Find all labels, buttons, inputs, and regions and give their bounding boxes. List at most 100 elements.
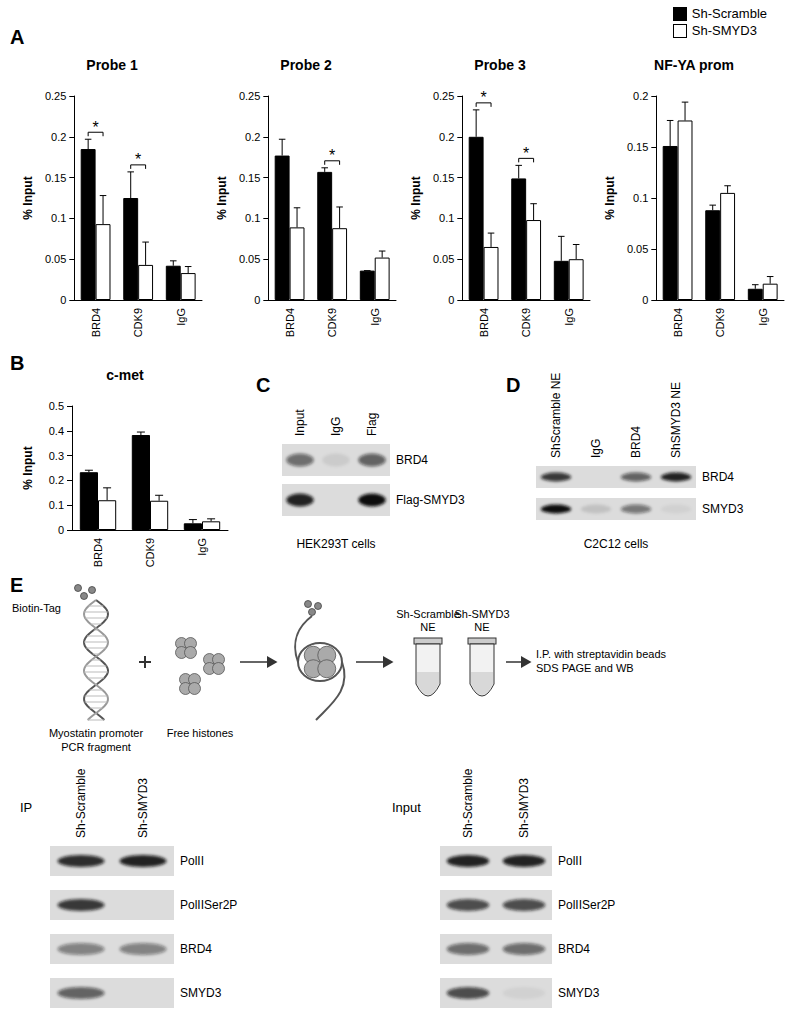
svg-text:0.1: 0.1	[633, 192, 648, 204]
svg-text:0.1: 0.1	[245, 212, 260, 224]
svg-text:Input: Input	[392, 800, 421, 815]
svg-text:IgG: IgG	[757, 308, 769, 326]
svg-text:CDK9: CDK9	[132, 308, 144, 337]
svg-text:BRD4: BRD4	[478, 308, 490, 337]
svg-text:Sh-SMYD3: Sh-SMYD3	[517, 778, 531, 838]
svg-text:0.15: 0.15	[239, 172, 260, 184]
svg-text:% Input: % Input	[409, 176, 423, 219]
svg-text:PolII: PolII	[558, 854, 582, 868]
svg-text:Sh-Scramble: Sh-Scramble	[396, 608, 460, 620]
svg-text:CDK9: CDK9	[144, 538, 156, 567]
svg-text:*: *	[329, 147, 335, 164]
svg-text:B: B	[10, 352, 24, 374]
svg-text:0.15: 0.15	[627, 141, 648, 153]
svg-text:0.1: 0.1	[439, 212, 454, 224]
svg-text:NE: NE	[474, 621, 489, 633]
svg-text:0.15: 0.15	[45, 172, 66, 184]
svg-text:0: 0	[642, 294, 648, 306]
svg-text:PolII: PolII	[180, 854, 204, 868]
svg-text:Biotin-Tag: Biotin-Tag	[12, 602, 61, 614]
svg-text:0.25: 0.25	[45, 90, 66, 102]
svg-text:% Input: % Input	[603, 176, 617, 219]
svg-text:0.2: 0.2	[633, 90, 648, 102]
svg-text:% Input: % Input	[21, 446, 35, 489]
svg-text:PolIISer2P: PolIISer2P	[180, 898, 237, 912]
svg-text:CDK9: CDK9	[326, 308, 338, 337]
svg-text:PCR fragment: PCR fragment	[61, 741, 131, 753]
svg-text:0.25: 0.25	[433, 90, 454, 102]
svg-text:Sh-Scramble: Sh-Scramble	[74, 768, 88, 838]
svg-text:C2C12 cells: C2C12 cells	[584, 537, 649, 551]
svg-text:*: *	[135, 151, 141, 168]
svg-text:c-met: c-met	[106, 367, 144, 383]
svg-text:0.05: 0.05	[433, 253, 454, 265]
svg-text:*: *	[523, 145, 529, 162]
svg-text:BRD4: BRD4	[396, 453, 428, 467]
svg-text:IgG: IgG	[196, 538, 208, 556]
svg-text:BRD4: BRD4	[284, 308, 296, 337]
svg-text:0.15: 0.15	[433, 172, 454, 184]
svg-text:NE: NE	[420, 621, 435, 633]
svg-text:Free histones: Free histones	[167, 727, 234, 739]
svg-text:NF-YA prom: NF-YA prom	[654, 57, 734, 73]
svg-text:IgG: IgG	[563, 308, 575, 326]
svg-text:0: 0	[448, 294, 454, 306]
svg-text:0.4: 0.4	[49, 425, 64, 437]
svg-text:0.1: 0.1	[49, 499, 64, 511]
svg-text:IP: IP	[20, 800, 32, 815]
svg-text:BRD4: BRD4	[92, 538, 104, 567]
svg-text:SDS PAGE and WB: SDS PAGE and WB	[536, 662, 634, 674]
svg-text:CDK9: CDK9	[714, 308, 726, 337]
svg-text:Sh-SMYD3: Sh-SMYD3	[454, 608, 509, 620]
svg-text:BRD4: BRD4	[558, 942, 590, 956]
svg-text:SMYD3: SMYD3	[558, 986, 600, 1000]
svg-text:IgG: IgG	[329, 417, 343, 436]
svg-text:IgG: IgG	[369, 308, 381, 326]
svg-text:*: *	[92, 119, 98, 136]
svg-text:ShScramble NE: ShScramble NE	[549, 373, 563, 458]
svg-text:I.P. with streptavidin beads: I.P. with streptavidin beads	[536, 648, 667, 660]
svg-text:0.2: 0.2	[49, 474, 64, 486]
svg-text:D: D	[506, 374, 520, 396]
svg-text:SMYD3: SMYD3	[180, 986, 222, 1000]
svg-text:0.1: 0.1	[51, 212, 66, 224]
svg-text:ShSMYD3 NE: ShSMYD3 NE	[669, 382, 683, 458]
svg-text:BRD4: BRD4	[672, 308, 684, 337]
svg-text:0: 0	[58, 524, 64, 536]
svg-text:BRD4: BRD4	[180, 942, 212, 956]
svg-text:0.05: 0.05	[45, 253, 66, 265]
svg-text:PolIISer2P: PolIISer2P	[558, 898, 615, 912]
svg-text:CDK9: CDK9	[520, 308, 532, 337]
svg-text:Flag: Flag	[365, 413, 379, 436]
svg-text:% Input: % Input	[21, 176, 35, 219]
svg-text:Myostatin promoter: Myostatin promoter	[49, 727, 143, 739]
svg-text:*: *	[480, 89, 486, 106]
svg-text:0.25: 0.25	[239, 90, 260, 102]
svg-text:BRD4: BRD4	[702, 470, 734, 484]
svg-text:A: A	[10, 26, 24, 48]
svg-text:0: 0	[254, 294, 260, 306]
svg-text:C: C	[256, 374, 270, 396]
svg-text:Probe 1: Probe 1	[86, 57, 138, 73]
svg-text:0.2: 0.2	[51, 131, 66, 143]
svg-text:0.05: 0.05	[239, 253, 260, 265]
svg-text:HEK293T cells: HEK293T cells	[296, 537, 375, 551]
svg-text:0.2: 0.2	[245, 131, 260, 143]
svg-text:Sh-SMYD3: Sh-SMYD3	[136, 778, 150, 838]
svg-text:0.5: 0.5	[49, 400, 64, 412]
svg-text:0.3: 0.3	[49, 450, 64, 462]
svg-text:Probe 3: Probe 3	[474, 57, 526, 73]
svg-text:0.05: 0.05	[627, 243, 648, 255]
svg-text:Sh-Scramble: Sh-Scramble	[461, 768, 475, 838]
svg-text:0: 0	[60, 294, 66, 306]
svg-text:SMYD3: SMYD3	[702, 502, 744, 516]
svg-text:BRD4: BRD4	[629, 426, 643, 458]
svg-text:0.2: 0.2	[439, 131, 454, 143]
svg-text:E: E	[10, 574, 23, 596]
svg-text:IgG: IgG	[175, 308, 187, 326]
svg-text:% Input: % Input	[215, 176, 229, 219]
svg-text:Input: Input	[293, 409, 307, 436]
svg-text:Flag-SMYD3: Flag-SMYD3	[396, 493, 465, 507]
svg-text:Probe 2: Probe 2	[280, 57, 332, 73]
svg-text:BRD4: BRD4	[90, 308, 102, 337]
